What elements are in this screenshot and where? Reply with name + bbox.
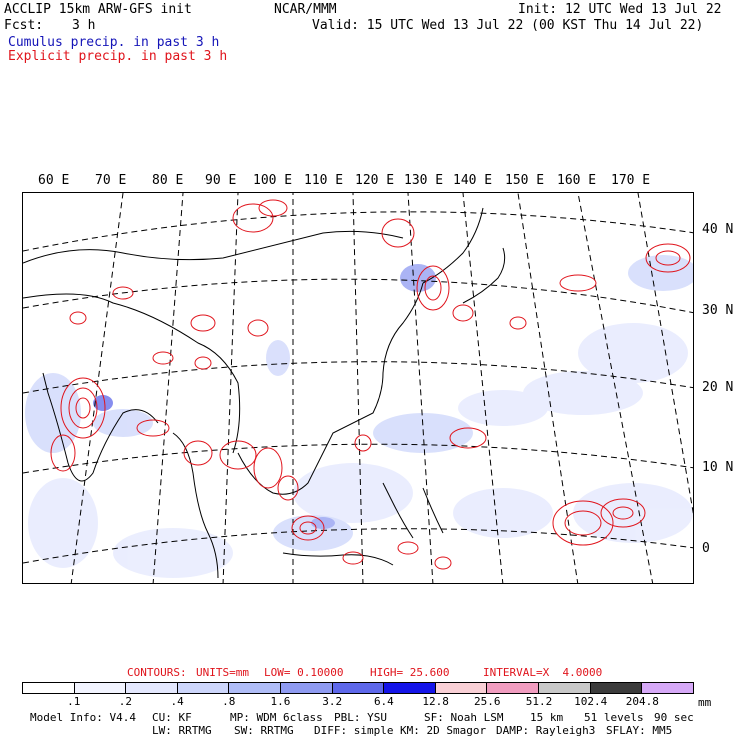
colorbar-cell (487, 683, 540, 693)
colorbar-cell (539, 683, 591, 693)
lon-label: 130 E (404, 173, 444, 188)
footer-timestep: 90 sec (654, 711, 694, 724)
footer-resolution: 15 km (530, 711, 564, 724)
colorbar-cell (642, 683, 693, 693)
colorbar-tick-label: .8 (222, 695, 236, 708)
footer-sf: SF: Noah LSM (424, 711, 504, 724)
lat-label: 0 (702, 541, 710, 556)
cumulus-shading (25, 255, 693, 578)
footer-pbl: PBL: YSU (334, 711, 387, 724)
footer-sw: SW: RRTMG (234, 724, 294, 737)
lat-label: 20 N (702, 380, 734, 395)
map-canvas (23, 193, 693, 583)
colorbar-cell (23, 683, 75, 693)
colorbar-tick-label: 1.6 (270, 695, 291, 708)
lon-label: 120 E (355, 173, 395, 188)
contours-low: LOW= 0.10000 (264, 666, 344, 679)
colorbar-tick-label: 6.4 (373, 695, 394, 708)
colorbar-tick-label: 204.8 (625, 695, 659, 708)
lon-label: 110 E (304, 173, 344, 188)
colorbar-cell (229, 683, 282, 693)
colorbar-cell (177, 683, 230, 693)
lat-label: 10 N (702, 460, 734, 475)
explicit-legend: Explicit precip. in past 3 h (8, 49, 228, 64)
colorbar-tick-label: .2 (118, 695, 133, 708)
colorbar-cell (74, 683, 127, 693)
lat-label: 40 N (702, 222, 734, 237)
fcst-label: Fcst: (4, 18, 44, 33)
fcst-value: 3 h (72, 18, 96, 33)
contours-units: UNITS=mm (196, 666, 249, 679)
footer-km: KM: 2D Smagor (400, 724, 487, 737)
precip-map (22, 192, 694, 584)
lat-label: 30 N (702, 303, 734, 318)
footer-diff: DIFF: simple (314, 724, 394, 737)
colorbar-cell (590, 683, 643, 693)
colorbar-units: mm (698, 696, 712, 709)
footer-levels: 51 levels (584, 711, 644, 724)
colorbar-tick-label: .1 (67, 695, 81, 708)
colorbar-tick-label: 12.8 (422, 695, 449, 708)
colorbar-cell (435, 683, 488, 693)
title-model: ACCLIP 15km ARW-GFS init (4, 2, 192, 17)
valid-time: Valid: 15 UTC Wed 13 Jul 22 (00 KST Thu … (312, 18, 704, 33)
colorbar-cell (281, 683, 333, 693)
cumulus-legend: Cumulus precip. in past 3 h (8, 35, 220, 50)
lon-label: 160 E (557, 173, 597, 188)
title-center: NCAR/MMM (274, 2, 337, 17)
init-time: Init: 12 UTC Wed 13 Jul 22 (518, 2, 722, 17)
contours-high: HIGH= 25.600 (370, 666, 450, 679)
colorbar-tick-label: 3.2 (322, 695, 343, 708)
footer-damp: DAMP: Rayleigh3 (496, 724, 596, 737)
graticule (23, 193, 693, 583)
colorbar-tick-label: .4 (170, 695, 184, 708)
colorbar (22, 682, 694, 694)
contours-label: CONTOURS: (127, 666, 187, 679)
lon-label: 140 E (453, 173, 493, 188)
lon-label: 170 E (611, 173, 651, 188)
footer-sflay: SFLAY: MM5 (606, 724, 673, 737)
explicit-contours (50, 199, 691, 570)
coastlines (23, 207, 506, 579)
lon-label: 100 E (253, 173, 293, 188)
colorbar-cell (126, 683, 178, 693)
lon-label: 70 E (95, 173, 127, 188)
colorbar-cell (332, 683, 385, 693)
lon-label: 150 E (505, 173, 545, 188)
lon-label: 80 E (152, 173, 184, 188)
colorbar-tick-label: 25.6 (474, 695, 501, 708)
colorbar-cell (384, 683, 436, 693)
footer-mp: MP: WDM 6class (230, 711, 323, 724)
footer-lw: LW: RRTMG (152, 724, 212, 737)
colorbar-tick-label: 102.4 (574, 695, 608, 708)
colorbar-tick-label: 51.2 (525, 695, 553, 708)
contours-interval: INTERVAL=X 4.0000 (483, 666, 603, 679)
lon-label: 90 E (205, 173, 237, 188)
footer-model-info: Model Info: V4.4 (30, 711, 136, 724)
lon-label: 60 E (38, 173, 70, 188)
footer-cu: CU: KF (152, 711, 192, 724)
